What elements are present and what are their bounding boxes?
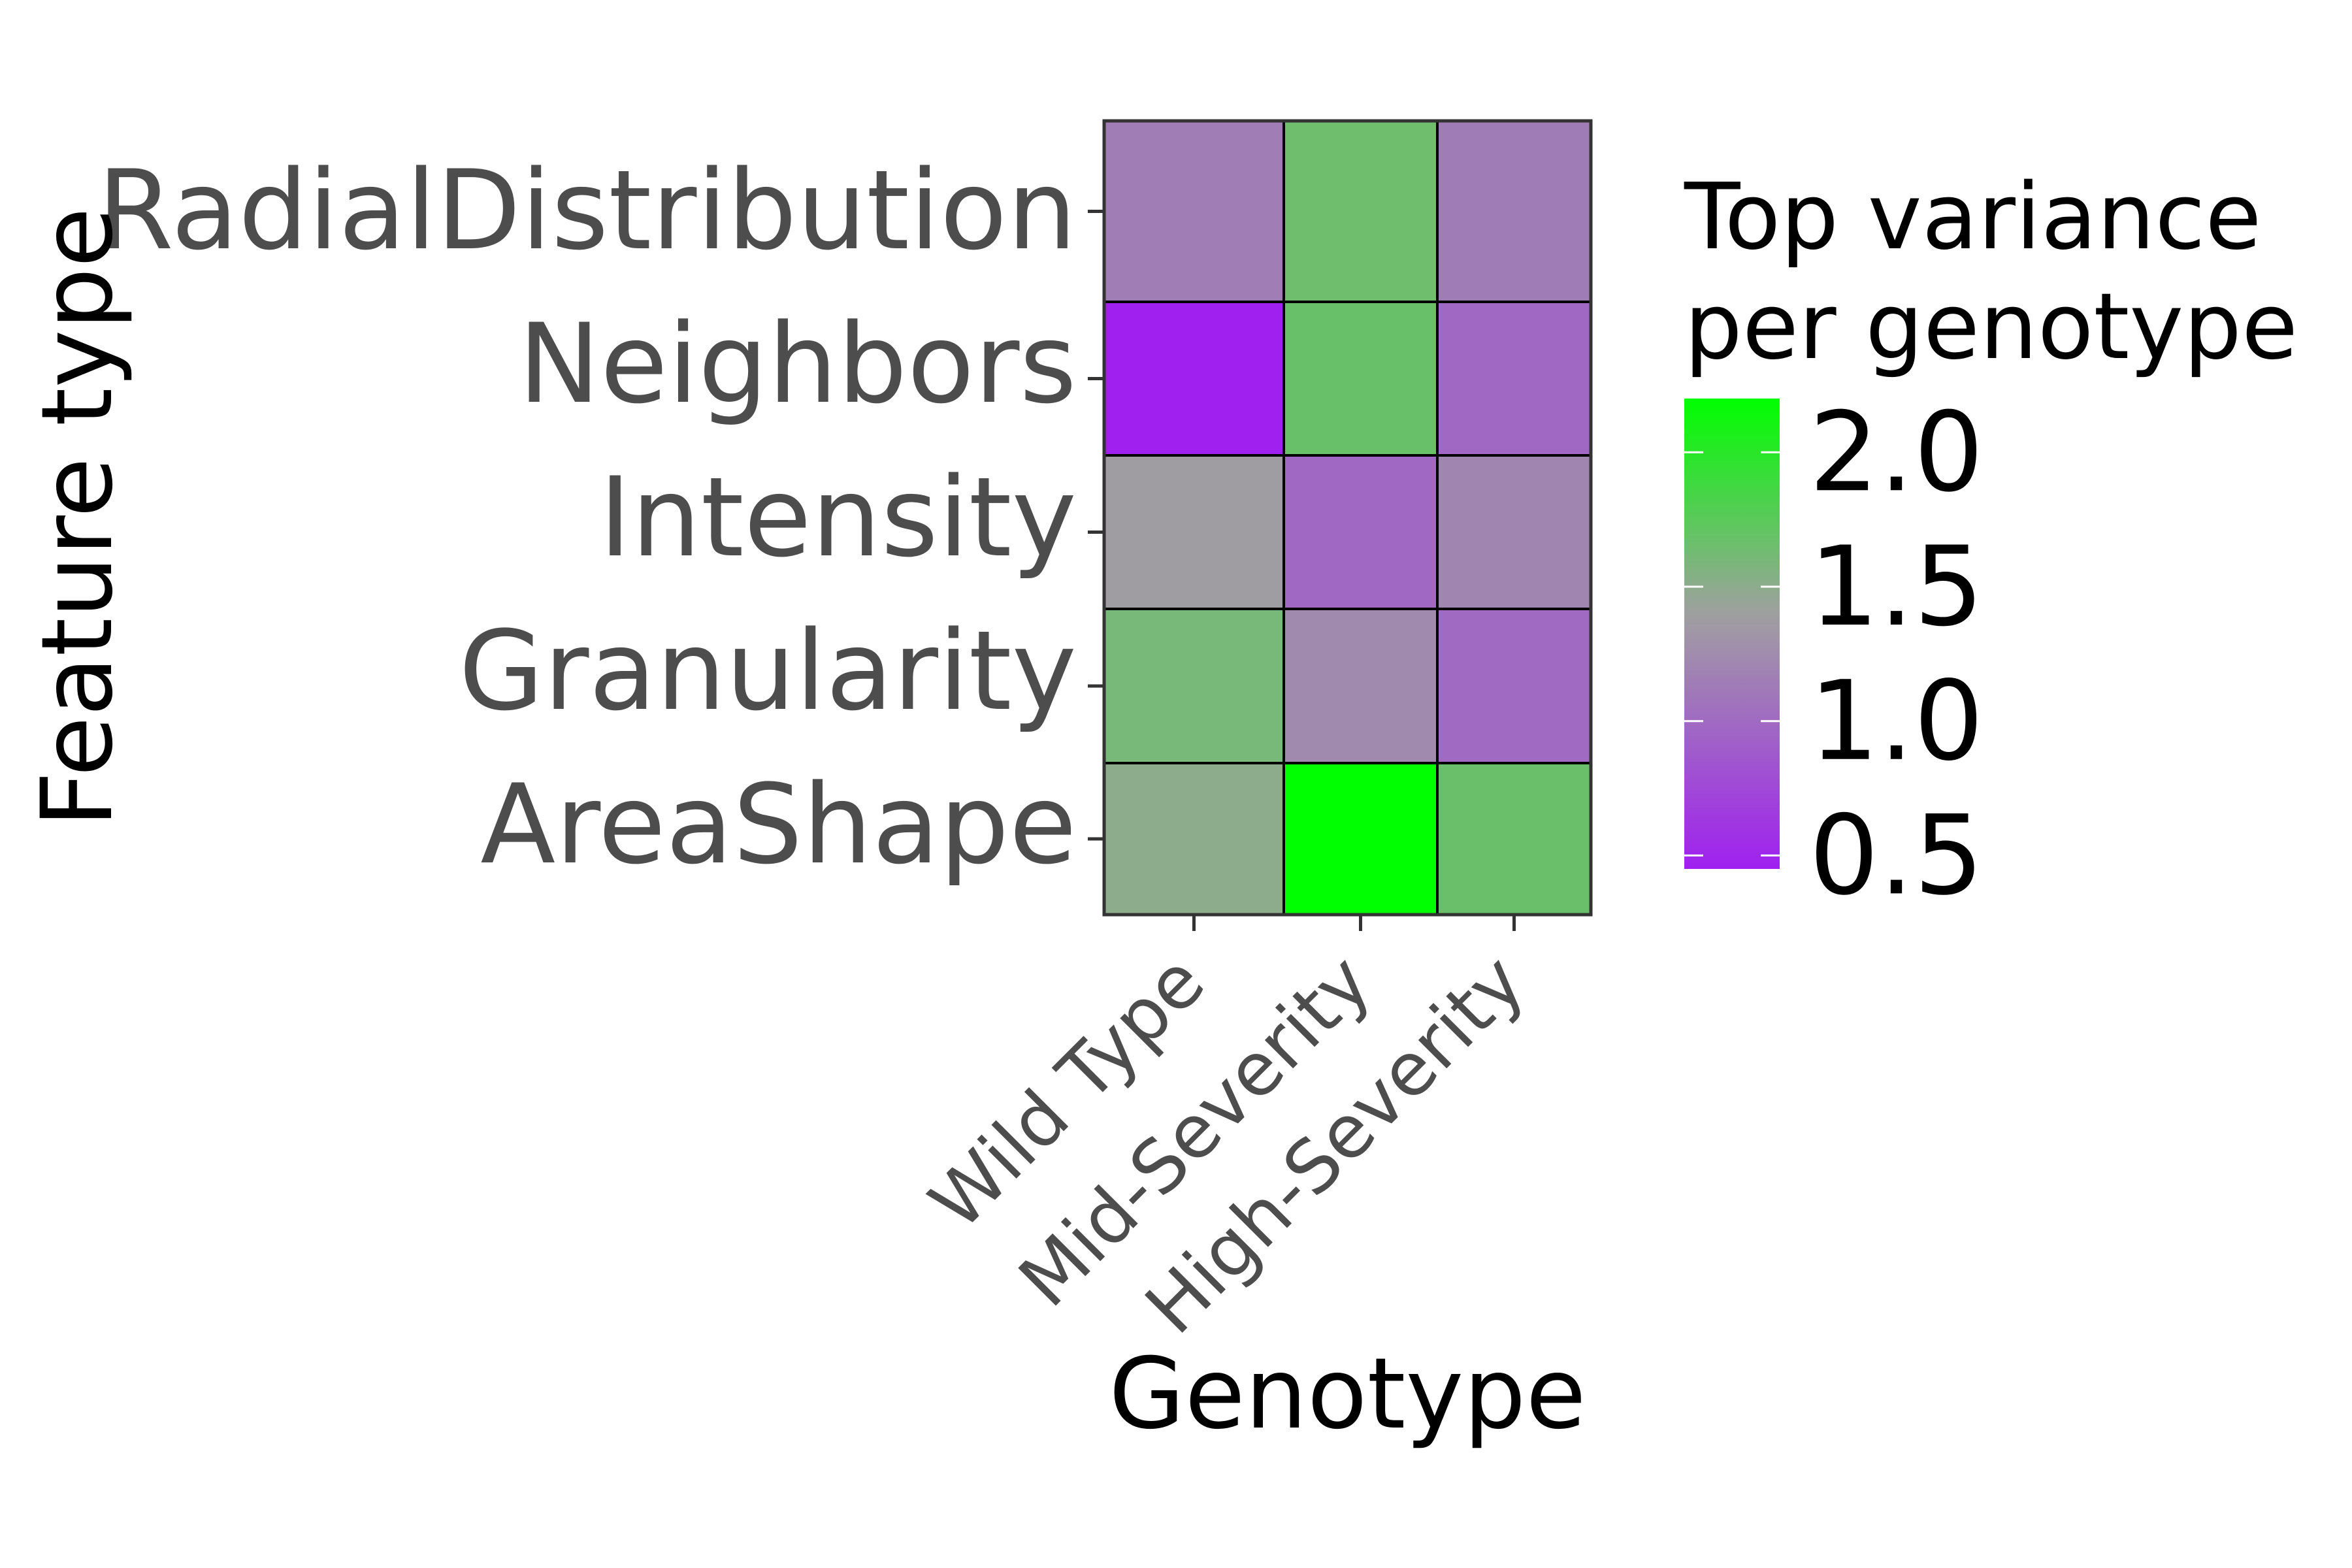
- cell-areashape-mid-severity: [1282, 762, 1439, 916]
- legend-ticks: 0.51.01.52.0: [1684, 388, 1984, 919]
- panel-border: [1102, 119, 1593, 917]
- cell-radialdistribution-high-severity: [1436, 120, 1592, 303]
- legend-tick-label-1: 1.0: [1809, 657, 1984, 785]
- cell-intensity-wild-type: [1103, 454, 1285, 610]
- cell-granularity-mid-severity: [1282, 608, 1439, 764]
- cell-radialdistribution-wild-type: [1103, 120, 1285, 303]
- y-axis: RadialDistribution Neighbors Intensity Gran…: [97, 146, 1104, 889]
- y-tick-label-intensity: Intensity: [599, 453, 1077, 581]
- legend-title-line-1: Top variance: [1684, 164, 2261, 270]
- cell-neighbors-mid-severity: [1282, 301, 1439, 457]
- legend-tick-label-0: 0.5: [1809, 791, 1984, 919]
- y-tick-label-granularity: Granularity: [459, 607, 1077, 735]
- cell-neighbors-high-severity: [1436, 301, 1592, 457]
- cell-neighbors-wild-type: [1103, 301, 1285, 457]
- legend-tick-label-2: 1.5: [1809, 523, 1984, 651]
- y-tick-label-areashape: AreaShape: [480, 760, 1077, 889]
- y-axis-title: Feature type: [21, 207, 135, 828]
- cell-granularity-wild-type: [1103, 608, 1285, 764]
- legend-colorbar: [1684, 399, 1780, 869]
- cell-areashape-wild-type: [1103, 762, 1285, 916]
- legend-title-line-2: per genotype: [1684, 274, 2298, 380]
- x-axis-title: Genotype: [1109, 1337, 1586, 1451]
- y-tick-label-radialdistribution: RadialDistribution: [97, 146, 1077, 274]
- legend-tick-label-3: 2.0: [1809, 388, 1984, 516]
- legend: Top variance per genotype 0.51.01.52.0: [1684, 164, 2298, 919]
- cell-areashape-high-severity: [1436, 762, 1592, 916]
- heatmap-cells: [1103, 120, 1592, 916]
- cell-radialdistribution-mid-severity: [1282, 120, 1439, 303]
- y-tick-label-neighbors: Neighbors: [518, 300, 1077, 428]
- cell-intensity-mid-severity: [1282, 454, 1439, 610]
- cell-intensity-high-severity: [1436, 454, 1592, 610]
- cell-granularity-high-severity: [1436, 608, 1592, 764]
